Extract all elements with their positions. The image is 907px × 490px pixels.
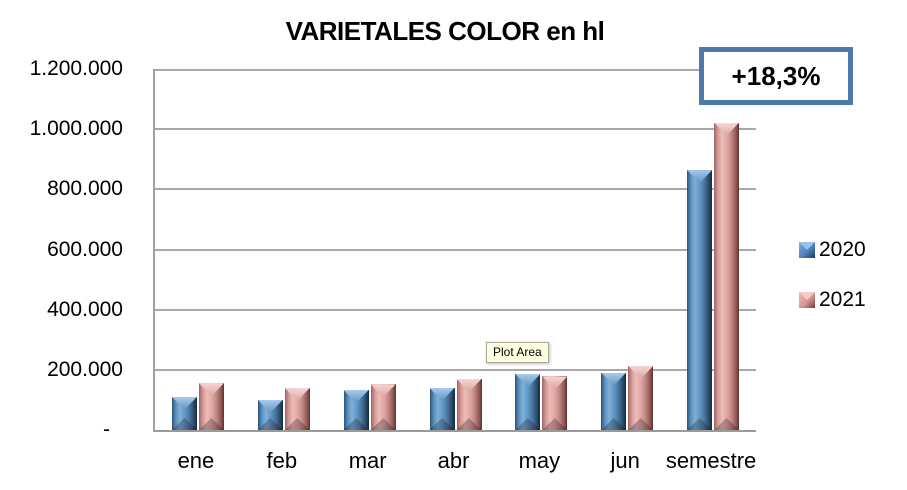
- legend-item-2021[interactable]: 2021: [799, 288, 866, 311]
- gridline-1000000: [155, 128, 756, 131]
- plot-area-tooltip: Plot Area: [486, 342, 549, 363]
- bar-2021-ene[interactable]: [198, 383, 224, 430]
- x-axis-tick-semestre: semestre: [665, 448, 757, 473]
- y-axis-tick-400000: 400.000: [47, 297, 123, 321]
- y-axis-tick-1000000: 1.000.000: [29, 117, 123, 141]
- bar-2020-jun[interactable]: [601, 372, 627, 430]
- bar-2020-mar[interactable]: [343, 390, 369, 430]
- y-axis-tick-800000: 800.000: [47, 177, 123, 201]
- x-axis-tick-feb: feb: [266, 448, 298, 473]
- bar-2021-mar[interactable]: [370, 384, 396, 430]
- bar-2020-feb[interactable]: [257, 399, 283, 430]
- legend-label-2021: 2021: [819, 288, 866, 311]
- bar-2021-may[interactable]: [542, 376, 568, 430]
- legend-swatch-2020-icon: [799, 242, 815, 258]
- bar-2021-jun[interactable]: [628, 365, 654, 430]
- y-axis-tick-200000: 200.000: [47, 357, 123, 381]
- gridline-400000: [155, 308, 756, 311]
- gridline-800000: [155, 188, 756, 191]
- y-axis-tick-1200000: 1.200.000: [29, 57, 123, 80]
- legend-label-2020: 2020: [819, 238, 866, 261]
- bar-2020-abr[interactable]: [429, 387, 455, 430]
- gridline-600000: [155, 248, 756, 251]
- legend-swatch-2021-icon: [799, 292, 815, 308]
- x-axis-tick-abr: abr: [437, 448, 470, 473]
- gridline-1200000: [155, 69, 756, 71]
- legend-item-2020[interactable]: 2020: [799, 238, 866, 261]
- x-axis-tick-may: may: [518, 448, 561, 473]
- bar-2020-semestre[interactable]: [687, 170, 713, 430]
- bar-2021-abr[interactable]: [456, 378, 482, 430]
- x-axis-tick-ene: ene: [177, 448, 215, 473]
- y-axis-tick-600000: 600.000: [47, 237, 123, 261]
- chart-title[interactable]: VARIETALES COLOR en hl: [285, 16, 605, 46]
- bar-2020-ene[interactable]: [171, 396, 197, 430]
- growth-callout-box[interactable]: +18,3%: [699, 47, 853, 105]
- bar-2021-semestre[interactable]: [714, 122, 740, 430]
- x-axis-tick-mar: mar: [348, 448, 387, 473]
- plot-area[interactable]: [153, 69, 756, 432]
- bar-2021-feb[interactable]: [284, 387, 310, 430]
- gridline-200000: [155, 368, 756, 371]
- growth-callout-text: +18,3%: [731, 60, 821, 91]
- y-axis-tick-0: -: [103, 418, 110, 441]
- bar-2020-may[interactable]: [515, 374, 541, 430]
- x-axis-tick-jun: jun: [610, 448, 640, 473]
